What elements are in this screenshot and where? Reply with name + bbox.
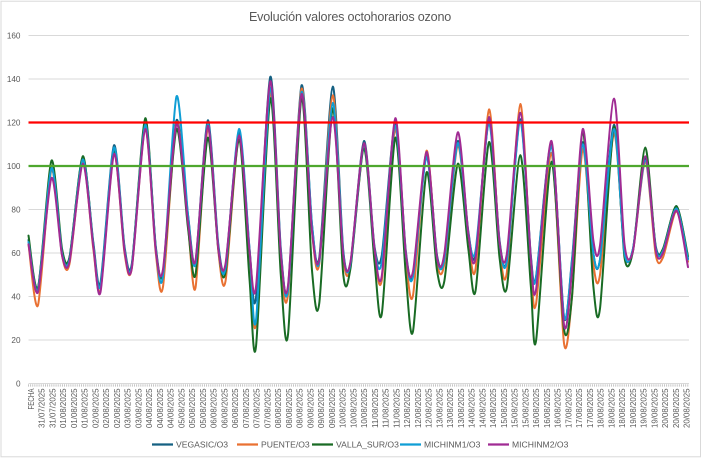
svg-text:31/07/2025: 31/07/2025 (37, 388, 47, 428)
svg-text:20/08/2025: 20/08/2025 (682, 388, 692, 428)
svg-text:0: 0 (16, 380, 21, 389)
svg-text:07/08/2025: 07/08/2025 (252, 388, 262, 428)
svg-text:08/08/2025: 08/08/2025 (295, 388, 305, 428)
svg-text:17/08/2025: 17/08/2025 (574, 388, 584, 428)
svg-text:07/08/2025: 07/08/2025 (241, 388, 251, 428)
svg-text:04/08/2025: 04/08/2025 (144, 388, 154, 428)
svg-text:11/08/2025: 11/08/2025 (370, 388, 380, 428)
svg-text:17/08/2025: 17/08/2025 (585, 388, 595, 428)
svg-text:PUENTE/O3: PUENTE/O3 (261, 440, 310, 450)
svg-text:06/08/2025: 06/08/2025 (219, 388, 229, 428)
svg-text:10/08/2025: 10/08/2025 (348, 388, 358, 428)
svg-text:18/08/2025: 18/08/2025 (596, 388, 606, 428)
svg-text:40: 40 (11, 293, 21, 302)
svg-text:04/08/2025: 04/08/2025 (166, 388, 176, 428)
svg-text:02/08/2025: 02/08/2025 (112, 388, 122, 428)
svg-text:11/08/2025: 11/08/2025 (381, 388, 391, 428)
svg-text:17/08/2025: 17/08/2025 (563, 388, 573, 428)
svg-text:FECHA: FECHA (26, 388, 36, 409)
svg-text:VEGASIC/O3: VEGASIC/O3 (176, 440, 228, 450)
svg-text:VALLA_SUR/O3: VALLA_SUR/O3 (336, 440, 399, 450)
svg-text:03/08/2025: 03/08/2025 (123, 388, 133, 428)
svg-text:20: 20 (11, 336, 21, 345)
svg-text:14/08/2025: 14/08/2025 (477, 388, 487, 428)
svg-text:20/08/2025: 20/08/2025 (660, 388, 670, 428)
svg-text:13/08/2025: 13/08/2025 (456, 388, 466, 428)
svg-text:10/08/2025: 10/08/2025 (359, 388, 369, 428)
svg-text:160: 160 (7, 32, 21, 41)
svg-text:01/08/2025: 01/08/2025 (58, 388, 68, 428)
svg-text:05/08/2025: 05/08/2025 (187, 388, 197, 428)
svg-text:09/08/2025: 09/08/2025 (327, 388, 337, 428)
svg-text:20/08/2025: 20/08/2025 (671, 388, 681, 428)
svg-text:11/08/2025: 11/08/2025 (391, 388, 401, 428)
svg-text:60: 60 (11, 249, 21, 258)
svg-text:02/08/2025: 02/08/2025 (90, 388, 100, 428)
svg-text:13/08/2025: 13/08/2025 (445, 388, 455, 428)
svg-text:02/08/2025: 02/08/2025 (101, 388, 111, 428)
svg-text:31/07/2025: 31/07/2025 (47, 388, 57, 428)
svg-text:04/08/2025: 04/08/2025 (155, 388, 165, 428)
svg-text:09/08/2025: 09/08/2025 (305, 388, 315, 428)
svg-text:10/08/2025: 10/08/2025 (338, 388, 348, 428)
svg-text:18/08/2025: 18/08/2025 (617, 388, 627, 428)
svg-text:12/08/2025: 12/08/2025 (413, 388, 423, 428)
svg-text:05/08/2025: 05/08/2025 (176, 388, 186, 428)
svg-text:14/08/2025: 14/08/2025 (467, 388, 477, 428)
svg-text:06/08/2025: 06/08/2025 (209, 388, 219, 428)
svg-text:Evolución valores octohorarios: Evolución valores octohorarios ozono (249, 10, 451, 24)
svg-text:MICHINM2/O3: MICHINM2/O3 (512, 440, 569, 450)
svg-text:19/08/2025: 19/08/2025 (649, 388, 659, 428)
svg-text:MICHINM1/O3: MICHINM1/O3 (424, 440, 481, 450)
svg-text:12/08/2025: 12/08/2025 (424, 388, 434, 428)
svg-text:19/08/2025: 19/08/2025 (639, 388, 649, 428)
svg-text:16/08/2025: 16/08/2025 (531, 388, 541, 428)
svg-text:06/08/2025: 06/08/2025 (230, 388, 240, 428)
svg-text:09/08/2025: 09/08/2025 (316, 388, 326, 428)
svg-text:05/08/2025: 05/08/2025 (198, 388, 208, 428)
svg-text:15/08/2025: 15/08/2025 (520, 388, 530, 428)
svg-text:13/08/2025: 13/08/2025 (434, 388, 444, 428)
svg-text:12/08/2025: 12/08/2025 (402, 388, 412, 428)
svg-text:15/08/2025: 15/08/2025 (499, 388, 509, 428)
svg-text:16/08/2025: 16/08/2025 (542, 388, 552, 428)
svg-text:100: 100 (7, 162, 21, 171)
svg-text:14/08/2025: 14/08/2025 (488, 388, 498, 428)
svg-text:03/08/2025: 03/08/2025 (133, 388, 143, 428)
svg-text:140: 140 (7, 75, 21, 84)
svg-text:80: 80 (11, 206, 21, 215)
svg-text:16/08/2025: 16/08/2025 (553, 388, 563, 428)
svg-text:07/08/2025: 07/08/2025 (262, 388, 272, 428)
svg-text:18/08/2025: 18/08/2025 (606, 388, 616, 428)
svg-text:19/08/2025: 19/08/2025 (628, 388, 638, 428)
svg-text:08/08/2025: 08/08/2025 (284, 388, 294, 428)
svg-text:01/08/2025: 01/08/2025 (69, 388, 79, 428)
svg-text:15/08/2025: 15/08/2025 (510, 388, 520, 428)
svg-text:01/08/2025: 01/08/2025 (80, 388, 90, 428)
svg-text:120: 120 (7, 119, 21, 128)
svg-text:08/08/2025: 08/08/2025 (273, 388, 283, 428)
